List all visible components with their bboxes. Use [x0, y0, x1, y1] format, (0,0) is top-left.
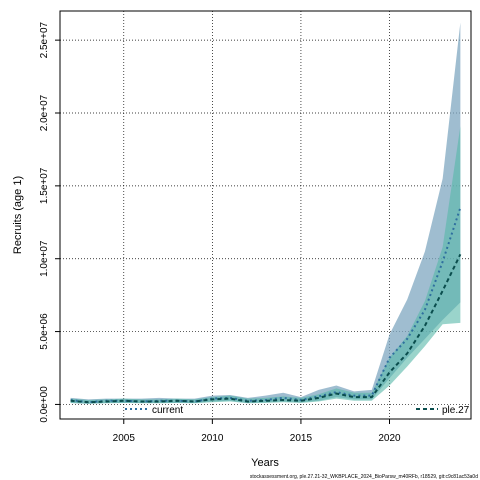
legend-label-current: current: [152, 405, 183, 416]
x-tick-label: 2010: [201, 433, 224, 444]
y-tick-label: 1.5e+07: [39, 167, 50, 204]
plot-frame: [59, 10, 472, 420]
series-line-ple.27: [70, 253, 462, 404]
series-lines: [70, 207, 462, 404]
x-tick-label: 2015: [290, 433, 313, 444]
x-tick-label: 2020: [378, 433, 401, 444]
legend: current ple.27: [125, 405, 470, 416]
y-axis-title: Recruits (age 1): [12, 176, 24, 254]
y-tick-label: 1.0e+07: [39, 240, 50, 277]
y-tick-label: 2.0e+07: [39, 94, 50, 131]
x-axis-title: Years: [251, 457, 279, 469]
y-tick-label: 5.0e+06: [39, 313, 50, 350]
x-axis-ticks: 2005 2010 2015 2020: [113, 419, 401, 444]
x-tick-label: 2005: [113, 433, 136, 444]
y-tick-label: 0.0e+00: [39, 386, 50, 423]
y-axis-ticks: 0.0e+00 5.0e+06 1.0e+07 1.5e+07 2.0e+07 2.5e+…: [39, 21, 60, 423]
legend-label-ple.27: ple.27: [442, 405, 470, 416]
footer-text: stockassessment.org, ple.27.21-32_WKBPLA…: [250, 474, 478, 480]
y-tick-label: 2.5e+07: [39, 21, 50, 58]
